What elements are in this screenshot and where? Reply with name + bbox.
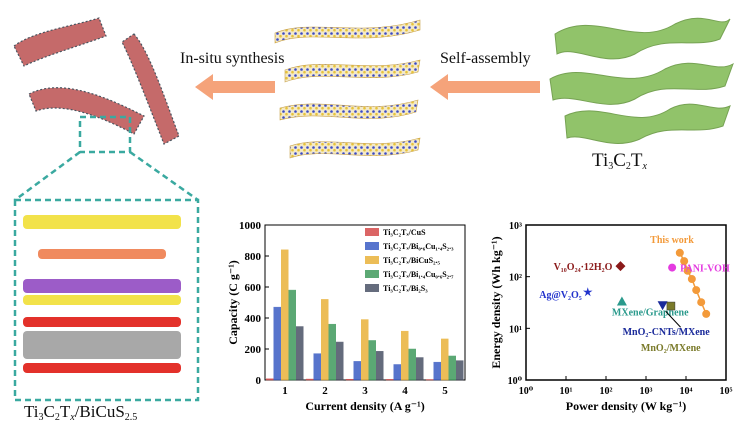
in-situ-synthesis-arrow	[195, 74, 275, 100]
bar	[321, 299, 329, 381]
legend-label: Ti₃C₂Tₓ/Bi₁.₄Cu₀.₆S₂.₇	[383, 270, 454, 279]
series-label: MnO₂/MXene	[641, 343, 701, 354]
capacity-bar-chart: 0 200 400 600 800 1000 1 2 3 4 5 Current density (A…	[226, 220, 466, 413]
bar	[401, 330, 409, 381]
assembled-fibers-illustration	[274, 19, 421, 159]
data-point	[616, 296, 627, 306]
data-point	[657, 301, 668, 311]
bar	[328, 323, 336, 381]
series-label: MnO₂-CNTs/MXene	[623, 327, 711, 338]
bar	[273, 306, 281, 381]
bar	[386, 379, 394, 381]
x-axis-label: Current density (A g⁻¹)	[305, 399, 424, 413]
in-situ-synthesis-label: In-situ synthesis	[180, 50, 285, 67]
data-point	[668, 263, 677, 272]
legend-swatch	[365, 256, 379, 264]
bar	[266, 378, 274, 381]
data-point	[683, 266, 692, 275]
data-point	[687, 275, 696, 284]
y-tick-label: 600	[245, 282, 262, 294]
legend-label: Ti₃C₂Tₓ/Bi₀.₆Cu₁.₄S₂.₃	[383, 242, 454, 251]
x-tick-label: 4	[402, 385, 408, 397]
data-point	[702, 309, 711, 318]
y-tick-label: 0	[256, 375, 262, 387]
data-point	[666, 301, 676, 311]
x-tick-label: 3	[362, 385, 368, 397]
bar	[393, 364, 401, 381]
x-tick-label: 10⁵	[720, 386, 733, 397]
legend-label: Ti₃C₂Tₓ/Bi₂S₃	[383, 284, 428, 293]
data-point	[692, 286, 701, 295]
bar	[408, 348, 416, 381]
bar	[288, 289, 296, 381]
y-axis-label: Capacity (C g⁻¹)	[226, 260, 240, 345]
data-point	[680, 257, 689, 266]
y-tick-label: 400	[245, 313, 262, 325]
y-tick-label: 200	[245, 344, 262, 356]
series-label: PANI-VOH	[680, 264, 730, 275]
x-tick-label: 10³	[640, 386, 653, 397]
y-tick-label: 10²	[509, 273, 522, 284]
x-tick-label: 5	[442, 385, 448, 397]
self-assembly-label: Self-assembly	[440, 50, 531, 67]
x-tick-label: 1	[282, 385, 288, 397]
ragone-plot-frame	[525, 224, 727, 381]
y-tick-label: 1000	[239, 220, 262, 232]
annotation-arrow	[665, 310, 681, 328]
bar	[353, 361, 361, 381]
bar	[306, 378, 314, 381]
mxene-sheets-illustration	[549, 17, 734, 144]
legend-swatch	[365, 242, 379, 250]
legend-swatch	[365, 284, 379, 292]
series-label: MXene/Graphene	[612, 308, 689, 319]
bar	[346, 378, 354, 381]
legend-swatch	[365, 270, 379, 278]
bar	[313, 353, 321, 381]
data-point	[615, 261, 626, 272]
y-tick-label: 10³	[509, 221, 522, 232]
y-tick-label: 800	[245, 251, 262, 263]
bar	[456, 360, 464, 381]
series-label: V₁₀O₂₄·12H₂O	[554, 262, 613, 273]
bar	[448, 355, 456, 381]
legend-label: Ti₃C₂Tₓ/BiCuS₂.₅	[383, 256, 440, 265]
y-axis-label: Energy density (Wh kg⁻¹)	[489, 236, 503, 368]
self-assembly-arrow	[430, 74, 540, 100]
bar	[336, 341, 344, 381]
data-point	[583, 287, 593, 297]
zoom-connector	[13, 115, 200, 402]
x-tick-label: 10⁴	[680, 386, 693, 397]
crystal-structure-illustration	[23, 215, 181, 373]
data-point	[675, 248, 684, 257]
bar	[296, 326, 304, 381]
x-tick-label: 10¹	[560, 386, 573, 397]
product-label: Ti3C2Tx/BiCuS2.5	[24, 402, 138, 423]
series-label: This work	[650, 235, 694, 246]
bar	[281, 249, 289, 381]
x-tick-label: 10⁰	[519, 386, 534, 397]
series-label: Ag@V₂O₅	[539, 290, 582, 301]
bar	[368, 340, 376, 381]
y-tick-label: 10¹	[509, 324, 522, 335]
bar	[361, 319, 369, 381]
mxene-label: Ti3C2Tx	[592, 150, 647, 172]
x-axis-label: Power density (W kg⁻¹)	[566, 399, 687, 413]
bar	[416, 357, 424, 381]
data-point	[697, 298, 706, 307]
bar	[441, 338, 449, 381]
bar	[376, 351, 384, 381]
legend-label: Ti₃C₂Tₓ/CuS	[383, 228, 426, 237]
y-tick-label: 10⁰	[508, 376, 523, 387]
ragone-plot: 10⁰ 10¹ 10² 10³ 10⁴ 10⁵ 10⁰ 10¹ 10² 10³ Power dens…	[489, 221, 733, 413]
composite-fibers-illustration	[13, 17, 180, 145]
x-tick-label: 2	[322, 385, 328, 397]
legend-swatch	[365, 228, 379, 236]
x-tick-label: 10²	[600, 386, 613, 397]
bar	[433, 361, 441, 381]
